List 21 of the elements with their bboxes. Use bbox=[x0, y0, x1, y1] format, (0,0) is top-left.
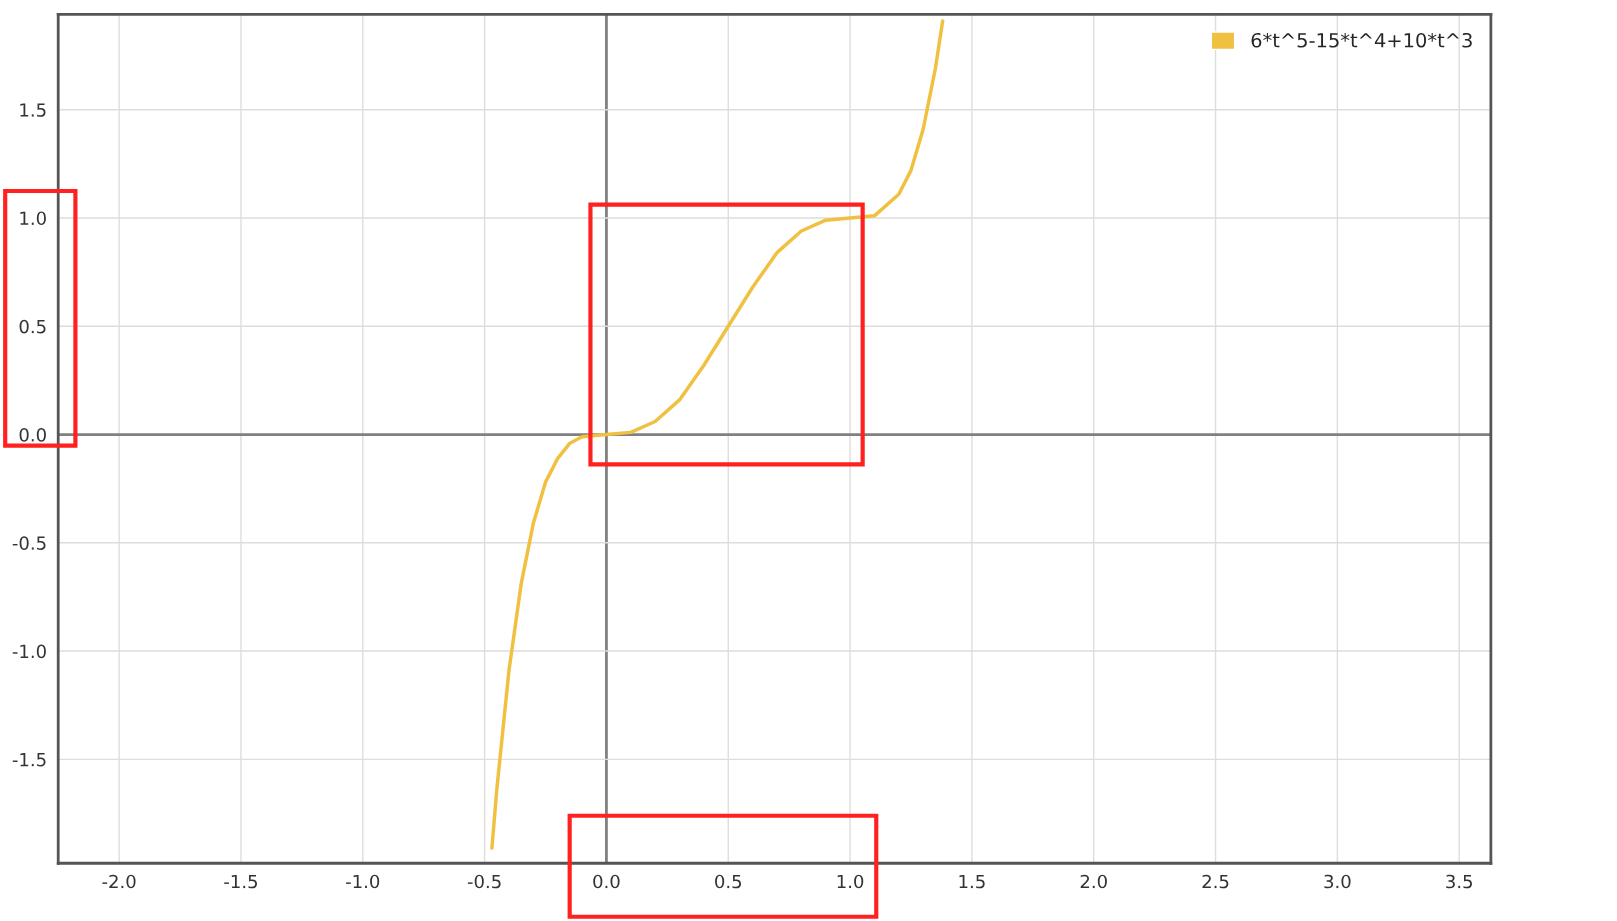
x-tick-label: 3.0 bbox=[1324, 874, 1351, 889]
x-tick-label: 3.5 bbox=[1446, 874, 1472, 889]
x-tick-label: 0.0 bbox=[593, 874, 620, 889]
x-tick-label: -0.5 bbox=[467, 874, 501, 889]
y-tick-label: -1.5 bbox=[12, 753, 46, 767]
y-tick-label: 0.0 bbox=[19, 427, 46, 442]
y-tick-label: 0.5 bbox=[19, 319, 46, 334]
line-series bbox=[490, 19, 945, 850]
legend-label: 6*t^5-15*t^4+10*t^3 bbox=[1251, 32, 1472, 48]
y-tick-label: -1.0 bbox=[12, 644, 46, 659]
x-tick-label: 2.0 bbox=[1080, 874, 1107, 889]
x-tick-label: -1.0 bbox=[346, 874, 380, 889]
x-tick-label: -2.0 bbox=[102, 874, 136, 889]
x-tick-label: 1.0 bbox=[837, 874, 864, 889]
x-tick-label: 2.5 bbox=[1202, 874, 1229, 889]
x-tick-label: 0.5 bbox=[715, 874, 742, 889]
y-tick-label: 1.5 bbox=[20, 103, 46, 117]
y-tick-label: 1.0 bbox=[20, 211, 46, 226]
x-tick-label: 1.5 bbox=[959, 874, 985, 889]
x-tick-label: -1.5 bbox=[224, 874, 257, 889]
y-tick-label: -0.5 bbox=[12, 536, 46, 550]
